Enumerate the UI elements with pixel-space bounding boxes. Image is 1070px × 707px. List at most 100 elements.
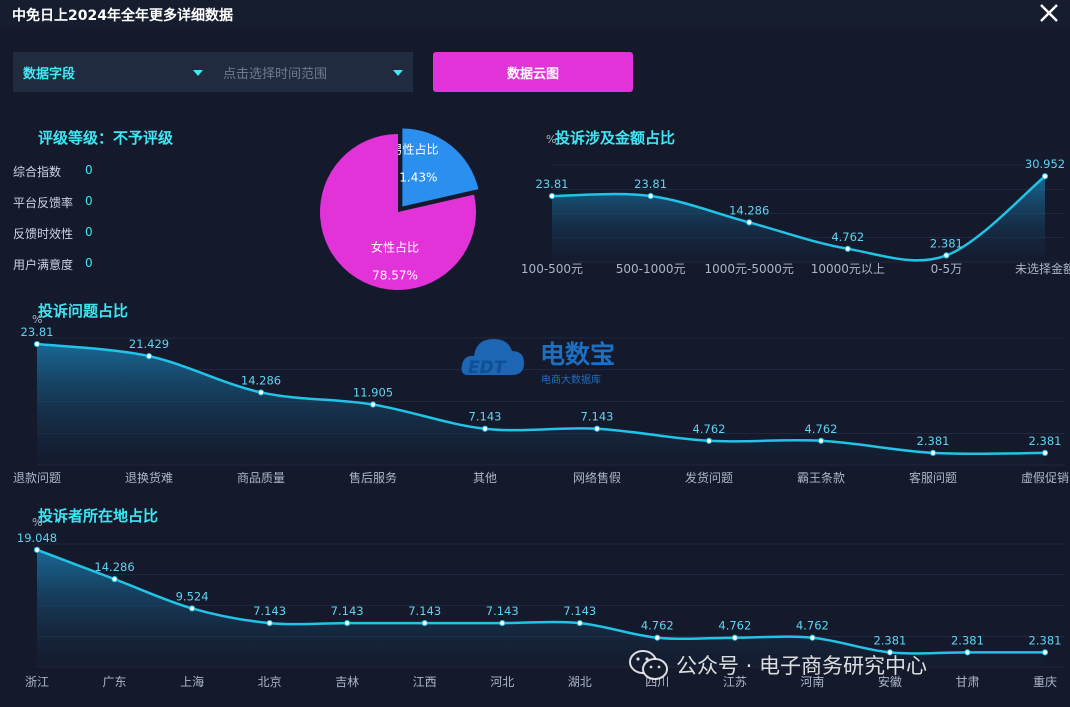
data-point[interactable] <box>593 425 601 432</box>
data-cloud-button[interactable]: 数据云图 <box>433 52 633 92</box>
rating-item-value: 0 <box>85 163 93 177</box>
data-label: 14.286 <box>241 373 281 387</box>
data-label: 7.143 <box>408 604 441 618</box>
data-label: 19.048 <box>17 531 57 545</box>
pie-category-label: 女性占比 <box>371 239 419 254</box>
data-point[interactable] <box>731 634 738 641</box>
x-tick-label: 重庆 <box>1033 675 1057 689</box>
data-label: 4.762 <box>693 422 726 436</box>
x-tick-label: 500-1000元 <box>616 262 686 276</box>
x-tick-label: 1000元-5000元 <box>704 262 793 276</box>
rating-item: 用户满意度 0 <box>13 256 93 273</box>
data-label: 7.143 <box>469 410 502 424</box>
location-area-chart: 19.048 浙江 14.286 广东 9.524 上海 7.143 北京 7.143 吉林 7.1… <box>17 531 1065 689</box>
data-label: 2.381 <box>951 633 984 647</box>
x-tick-label: 河南 <box>800 674 824 689</box>
data-point[interactable] <box>809 634 816 641</box>
field-select[interactable]: 数据字段 <box>23 52 213 92</box>
data-point[interactable] <box>481 425 489 432</box>
data-point[interactable] <box>576 619 583 627</box>
edt-name: 电数宝 <box>540 340 615 369</box>
x-tick-label: 退款问题 <box>13 471 61 485</box>
rating-item-label: 综合指数 <box>13 165 62 179</box>
data-label: 4.762 <box>796 619 829 633</box>
amount-area-chart: 23.81 100-500元 23.81 500-1000元 14.286 1000元-5… <box>521 157 1070 276</box>
data-point[interactable] <box>344 619 351 627</box>
time-range-placeholder: 点击选择时间范围 <box>223 66 328 82</box>
data-point[interactable] <box>844 245 851 252</box>
x-tick-label: 客服问题 <box>909 470 957 485</box>
data-label: 7.143 <box>253 604 286 618</box>
data-point[interactable] <box>705 437 713 444</box>
x-tick-label: 江苏 <box>723 675 747 689</box>
location-chart-title: 投诉者所在地占比 <box>38 507 159 525</box>
x-tick-label: 网络售假 <box>573 470 621 485</box>
x-tick-label: 其他 <box>473 471 497 485</box>
data-point[interactable] <box>817 437 825 444</box>
pie-category-label: 男性占比 <box>391 142 439 157</box>
data-point[interactable] <box>654 634 661 641</box>
x-tick-label: 上海 <box>180 674 204 689</box>
data-label: 4.762 <box>805 422 838 436</box>
x-tick-label: 0-5万 <box>931 262 963 276</box>
filter-bar: 数据字段 点击选择时间范围 <box>13 52 413 92</box>
data-label: 7.143 <box>486 604 519 618</box>
data-point[interactable] <box>746 219 753 226</box>
x-tick-label: 甘肃 <box>955 675 979 689</box>
data-label: 2.381 <box>873 633 906 647</box>
data-point[interactable] <box>1041 173 1049 180</box>
data-point[interactable] <box>257 389 265 396</box>
data-point[interactable] <box>145 353 153 360</box>
problem-chart-title: 投诉问题占比 <box>38 302 129 320</box>
time-range-select[interactable]: 点击选择时间范围 <box>223 52 403 92</box>
data-point[interactable] <box>548 192 556 200</box>
pie-slice[interactable] <box>402 128 479 207</box>
x-tick-label: 售后服务 <box>349 470 397 485</box>
location-unit: % <box>32 516 43 529</box>
data-label: 11.905 <box>353 386 393 400</box>
series-line <box>36 342 1046 456</box>
rating-item: 反馈时效性 0 <box>13 225 93 242</box>
window-title: 中免日上2024年全年更多详细数据 <box>12 8 233 24</box>
rating-item-label: 平台反馈率 <box>13 196 74 210</box>
chevron-down-icon <box>393 70 403 76</box>
data-point[interactable] <box>33 546 41 553</box>
data-point[interactable] <box>1041 449 1049 457</box>
data-point[interactable] <box>33 340 41 348</box>
x-tick-label: 河北 <box>490 675 514 689</box>
rating-item-label: 反馈时效性 <box>13 227 74 241</box>
data-label: 2.381 <box>930 236 963 250</box>
data-point[interactable] <box>369 401 377 408</box>
data-label: 23.81 <box>634 177 667 191</box>
amount-unit: % <box>546 133 557 146</box>
data-label: 2.381 <box>1029 633 1062 647</box>
data-point[interactable] <box>1041 649 1049 656</box>
data-point[interactable] <box>964 649 971 656</box>
data-point[interactable] <box>111 576 118 583</box>
data-point[interactable] <box>421 619 428 627</box>
data-point[interactable] <box>499 619 506 627</box>
data-point[interactable] <box>929 449 937 457</box>
pie-value-label: 78.57% <box>372 268 418 282</box>
data-label: 14.286 <box>94 560 134 574</box>
pie-value-label: 21.43% <box>392 171 438 185</box>
data-label: 14.286 <box>729 203 769 217</box>
data-point[interactable] <box>886 649 894 656</box>
pie-slice[interactable] <box>320 134 476 290</box>
rating-item-value: 0 <box>85 194 93 208</box>
x-tick-label: 商品质量 <box>237 470 285 485</box>
data-label: 7.143 <box>581 410 614 424</box>
x-tick-label: 发货问题 <box>685 470 733 485</box>
close-icon[interactable] <box>1036 0 1062 26</box>
rating-item-value: 0 <box>85 225 93 239</box>
data-point[interactable] <box>943 252 950 259</box>
x-tick-label: 退换货难 <box>125 470 173 485</box>
data-point[interactable] <box>188 605 196 612</box>
data-point[interactable] <box>647 192 654 200</box>
data-point[interactable] <box>266 619 273 627</box>
data-label: 4.762 <box>641 619 674 633</box>
x-tick-label: 吉林 <box>335 675 359 689</box>
wechat-text: 公众号 · 电子商务研究中心 <box>676 654 928 678</box>
wechat-watermark: 公众号 · 电子商务研究中心 <box>628 648 927 682</box>
data-label: 9.524 <box>176 589 209 603</box>
